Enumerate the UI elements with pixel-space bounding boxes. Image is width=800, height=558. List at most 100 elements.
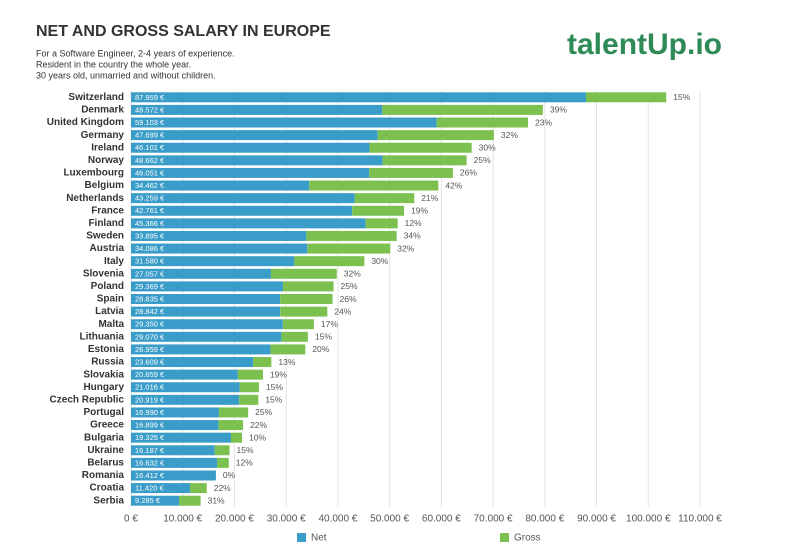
bar-segment	[190, 483, 207, 494]
bar-segment	[131, 306, 281, 317]
category-label: Serbia	[93, 495, 124, 506]
rate-label: 0%	[223, 470, 236, 480]
bar-segment	[131, 104, 383, 115]
bar-segment	[585, 92, 667, 103]
rate-label: 32%	[501, 130, 518, 140]
net-value-label: 29.070 €	[135, 332, 165, 341]
net-value-label: 47.699 €	[135, 131, 165, 140]
bar-segment	[131, 357, 254, 368]
rate-label: 15%	[315, 332, 332, 342]
legend-swatch	[500, 533, 509, 542]
rate-label: 26%	[460, 168, 477, 178]
bar-segment	[280, 294, 333, 304]
bar-segment	[131, 167, 370, 178]
rate-label: 13%	[278, 357, 295, 367]
category-label: Switzerland	[68, 92, 124, 103]
bar-segment	[382, 104, 543, 115]
rate-label: 19%	[411, 206, 428, 216]
bar-segment	[131, 243, 308, 254]
bar-segment	[131, 445, 215, 456]
bar-segment	[382, 155, 467, 166]
rate-label: 19%	[270, 369, 287, 379]
rate-label: 15%	[673, 92, 690, 102]
x-tick-label: 80.000 €	[525, 514, 564, 525]
rate-label: 20%	[312, 344, 329, 354]
bar-segment	[131, 130, 378, 141]
rate-label: 30%	[371, 256, 388, 266]
category-label: Netherlands	[66, 193, 124, 204]
category-label: Sweden	[86, 231, 124, 242]
bar-segment	[131, 344, 271, 355]
bar-segment	[307, 243, 391, 254]
rate-label: 25%	[255, 407, 272, 417]
category-label: Spain	[97, 294, 124, 305]
bar-segment	[131, 457, 218, 468]
bar-segment	[270, 344, 306, 355]
net-value-label: 21.016 €	[135, 383, 165, 392]
net-value-label: 16.899 €	[135, 421, 165, 430]
x-tick-label: 0 €	[124, 514, 138, 525]
bar-segment	[436, 117, 529, 128]
bar-segment	[131, 142, 370, 153]
bar-segment	[131, 369, 238, 380]
rate-label: 12%	[405, 218, 422, 228]
rate-label: 17%	[321, 319, 338, 329]
bar-segment	[218, 420, 244, 431]
net-value-label: 20.659 €	[135, 370, 165, 379]
bar-segment	[131, 155, 383, 166]
x-tick-label: 70.000 €	[474, 514, 513, 525]
bar-segment	[365, 218, 398, 229]
category-label: Latvia	[95, 306, 124, 317]
rate-label: 31%	[208, 495, 225, 505]
category-label: Germany	[81, 130, 125, 141]
bar-segment	[131, 218, 366, 229]
category-label: Bulgaria	[84, 432, 124, 443]
net-value-label: 46.101 €	[135, 143, 165, 152]
category-label: Russia	[91, 357, 124, 368]
bar-segment	[131, 180, 310, 191]
chart-title: NET AND GROSS SALARY IN EUROPE	[36, 23, 331, 40]
bar-segment	[131, 230, 307, 241]
rate-label: 30%	[479, 142, 496, 152]
net-value-label: 45.366 €	[135, 219, 165, 228]
x-tick-label: 20.000 €	[215, 514, 254, 525]
category-label: Portugal	[83, 407, 124, 418]
net-value-label: 59.103 €	[135, 118, 165, 127]
bar-segment	[230, 432, 243, 443]
category-label: Finland	[88, 218, 124, 229]
bar-segment	[282, 319, 314, 330]
bar-segment	[131, 117, 437, 128]
net-value-label: 28.835 €	[135, 294, 165, 303]
rate-label: 32%	[344, 269, 361, 279]
bar-segment	[369, 167, 453, 178]
bar-segment	[131, 268, 271, 279]
rate-label: 21%	[421, 193, 438, 203]
category-label: Czech Republic	[50, 394, 125, 405]
net-value-label: 34.462 €	[135, 181, 165, 190]
net-value-label: 29.369 €	[135, 282, 165, 291]
bar-segment	[377, 130, 494, 141]
bar-segment	[352, 205, 405, 216]
category-label: Poland	[91, 281, 124, 292]
category-label: Norway	[88, 155, 125, 166]
bar-segment	[309, 180, 439, 191]
bar-segment	[239, 394, 259, 405]
bar-segment	[253, 357, 272, 368]
rate-label: 22%	[250, 420, 267, 430]
net-value-label: 16.187 €	[135, 446, 165, 455]
net-value-label: 16.990 €	[135, 408, 165, 417]
net-value-label: 27.057 €	[135, 269, 165, 278]
net-value-label: 33.895 €	[135, 231, 165, 240]
category-label: Ukraine	[87, 445, 124, 456]
bar-segment	[131, 470, 216, 481]
bar-segment	[131, 483, 191, 494]
net-value-label: 20.919 €	[135, 395, 165, 404]
category-label: Croatia	[90, 483, 125, 494]
bar-segment	[131, 92, 586, 103]
net-value-label: 19.325 €	[135, 433, 165, 442]
net-value-label: 31.580 €	[135, 257, 165, 266]
rate-label: 22%	[214, 483, 231, 493]
rate-label: 12%	[236, 458, 253, 468]
net-value-label: 29.350 €	[135, 320, 165, 329]
rate-label: 42%	[445, 180, 462, 190]
